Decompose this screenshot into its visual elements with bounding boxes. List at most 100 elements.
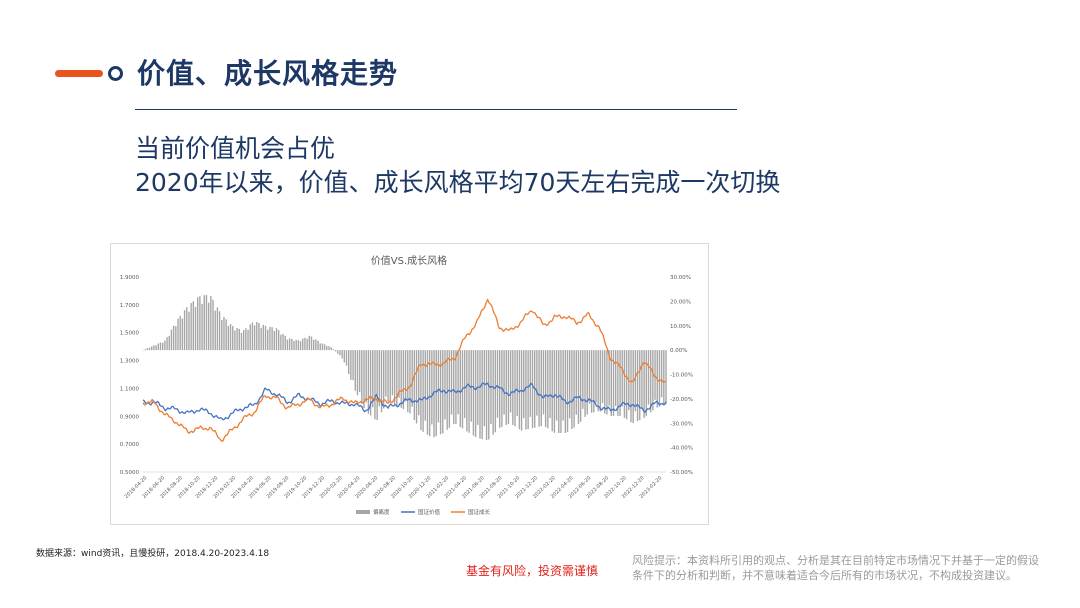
deviation-bar (468, 350, 470, 433)
deviation-bar (599, 350, 602, 412)
deviation-bar (194, 306, 197, 351)
deviation-bar (470, 350, 472, 422)
deviation-bar (210, 295, 212, 351)
deviation-bar (514, 350, 516, 427)
deviation-bar (531, 350, 534, 429)
deviation-bar (428, 350, 431, 437)
deviation-bar (630, 350, 632, 423)
deviation-bar (494, 350, 497, 433)
deviation-bar (584, 350, 586, 417)
deviation-bar (183, 310, 186, 351)
deviation-bar (161, 342, 164, 351)
deviation-bar (242, 330, 245, 351)
y-left-tick-label: 1.3000 (120, 359, 140, 365)
deviation-bar (409, 350, 411, 414)
y-left-tick-label: 0.5000 (120, 470, 140, 476)
deviation-bar (347, 350, 350, 375)
deviation-bar (199, 296, 201, 351)
chart-container: 价值VS.成长风格 1.9000 1.7000 1.5000 1.3000 1.1000… (110, 243, 709, 525)
deviation-bar (260, 327, 262, 351)
deviation-bar (282, 333, 284, 351)
deviation-bar (205, 294, 208, 351)
deviation-bar (288, 338, 291, 351)
deviation-bar (540, 350, 542, 427)
deviation-bar (312, 339, 315, 351)
disclaimer-line-2: 条件下的分析和判断，并不意味着适合今后所有的市场状况，不构成投资建议。 (632, 569, 1017, 582)
deviation-bar (321, 343, 324, 351)
deviation-bar (369, 350, 372, 416)
deviation-bar (455, 350, 457, 425)
deviation-bar (258, 322, 260, 351)
value-line (142, 382, 667, 421)
deviation-bar (608, 350, 610, 406)
deviation-bar (562, 350, 564, 421)
deviation-bar (337, 350, 339, 354)
deviation-bar (157, 343, 160, 351)
deviation-bar (435, 350, 437, 437)
deviation-bar (647, 350, 650, 405)
deviation-bar (641, 350, 643, 409)
legend-label: 偏离度 (373, 508, 390, 516)
deviation-bar (413, 350, 416, 421)
deviation-bar (555, 350, 558, 421)
deviation-bar (186, 307, 188, 351)
deviation-bar (463, 350, 466, 418)
deviation-bar (308, 335, 311, 351)
deviation-bar (166, 337, 168, 351)
deviation-bar (483, 350, 486, 427)
deviation-bar (643, 350, 645, 419)
deviation-bar (295, 339, 297, 351)
deviation-bar (192, 301, 195, 351)
deviation-bar (586, 350, 588, 415)
deviation-bar (380, 350, 383, 413)
y-right-tick-label: -30.00% (670, 421, 693, 427)
deviation-bar (146, 348, 149, 351)
deviation-bar (663, 350, 665, 405)
deviation-bar (614, 350, 617, 407)
deviation-bar (448, 350, 451, 428)
deviation-bar (345, 350, 348, 366)
deviation-bar (170, 329, 173, 351)
accent-bar (55, 70, 103, 77)
deviation-bar (310, 336, 313, 351)
deviation-bar (538, 350, 540, 427)
deviation-bar (632, 350, 634, 424)
deviation-bar (485, 350, 488, 441)
deviation-bar (356, 350, 359, 396)
deviation-bar (516, 350, 518, 417)
y-left-tick-label: 1.7000 (120, 303, 140, 309)
deviation-bar (426, 350, 429, 435)
deviation-bar (365, 350, 367, 403)
deviation-bar (481, 350, 483, 440)
data-source: 数据来源：wind资讯，且慢投研，2018.4.20-2023.4.18 (36, 549, 270, 559)
deviation-bar (172, 325, 175, 351)
deviation-bar (232, 326, 234, 351)
page-title: 价值、成长风格走势 (137, 57, 399, 90)
disclaimer: 风险提示：本资料所引用的观点、分析是其在目前特定市场情况下并基于一定的假设 条件… (632, 553, 1052, 583)
deviation-bar (256, 321, 258, 351)
deviation-bar (374, 350, 376, 420)
deviation-bar (558, 350, 560, 433)
deviation-bar (415, 350, 418, 424)
deviation-bar (376, 350, 378, 420)
deviation-bar (253, 325, 256, 351)
deviation-bar (525, 350, 527, 430)
y-right-tick-label: 10.00% (670, 324, 691, 330)
deviation-bar (277, 330, 280, 351)
deviation-bar (551, 350, 553, 432)
y-left-tick-label: 1.5000 (120, 331, 140, 337)
deviation-bar (496, 350, 499, 418)
deviation-bar (424, 350, 426, 421)
deviation-bar (155, 345, 157, 351)
deviation-bar (188, 311, 190, 351)
deviation-bar (450, 350, 453, 415)
deviation-bar (151, 346, 153, 351)
deviation-bar (269, 326, 271, 351)
growth-line (142, 298, 667, 442)
deviation-bar (304, 337, 306, 351)
deviation-bar (271, 327, 273, 351)
deviation-bar (315, 339, 317, 351)
risk-warning: 基金有风险，投资需谨慎 (466, 564, 599, 578)
deviation-bar (240, 332, 243, 351)
deviation-bar (343, 350, 346, 363)
